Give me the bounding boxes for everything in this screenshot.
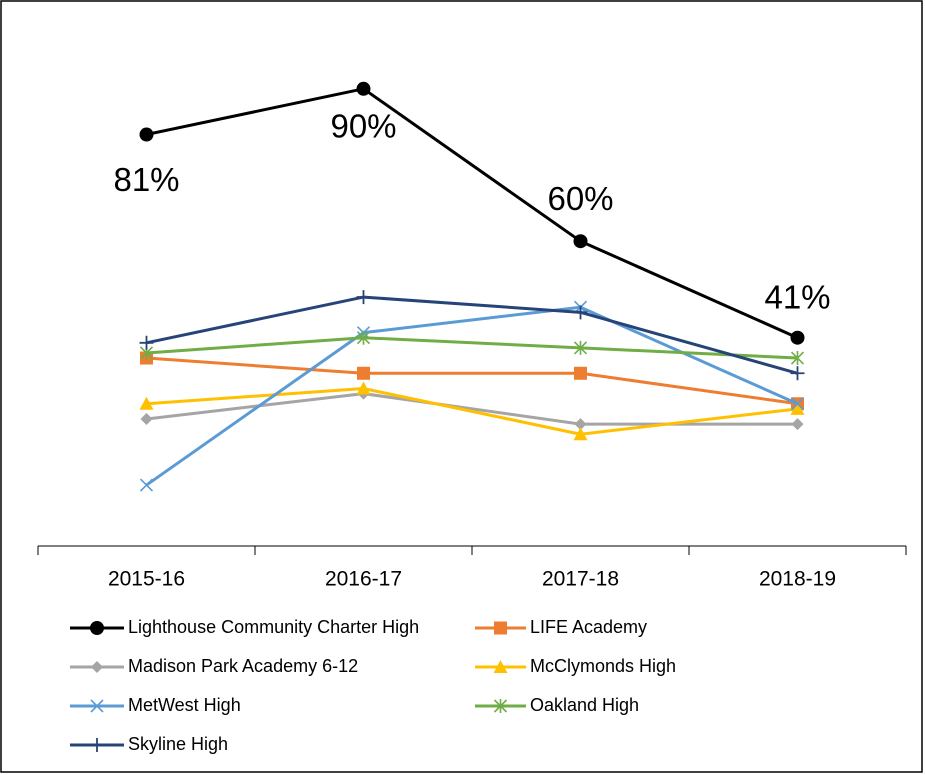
data-point — [356, 381, 371, 395]
data-point — [574, 418, 587, 431]
data-point — [790, 330, 805, 345]
data-label: 60% — [547, 180, 613, 217]
data-point — [139, 478, 154, 492]
data-point — [791, 418, 804, 431]
legend-marker — [91, 661, 103, 673]
data-point — [139, 127, 154, 142]
data-point — [574, 366, 587, 380]
data-point — [139, 335, 154, 350]
legend-item: MetWest High — [70, 695, 241, 715]
data-point — [356, 81, 371, 96]
data-point — [356, 330, 371, 345]
legend-label: McClymonds High — [530, 656, 676, 676]
data-point — [573, 305, 588, 320]
series-line — [145, 305, 799, 487]
data-point — [356, 290, 371, 305]
legend-item: Oakland High — [475, 695, 639, 715]
legend-label: Madison Park Academy 6-12 — [128, 656, 358, 676]
data-point — [573, 340, 588, 355]
legend-marker — [494, 621, 507, 635]
legend-marker — [90, 738, 104, 752]
data-point — [790, 397, 805, 411]
data-point — [790, 401, 805, 415]
series-line — [146, 356, 798, 406]
data-label: 81% — [113, 161, 179, 198]
x-tick-label: 2016-17 — [325, 568, 402, 591]
data-point — [573, 427, 588, 441]
legend-marker — [493, 660, 508, 673]
data-point — [140, 413, 153, 425]
legend-label: LIFE Academy — [530, 617, 647, 637]
legend-item: McClymonds High — [475, 656, 676, 676]
data-point — [139, 396, 154, 410]
x-tick-label: 2015-16 — [108, 568, 185, 591]
data-label: 41% — [764, 278, 830, 315]
legend-item: LIFE Academy — [475, 617, 647, 637]
data-label: 90% — [330, 108, 396, 145]
data-point — [573, 234, 588, 249]
x-tick-label: 2017-18 — [542, 568, 619, 591]
legend-marker — [493, 699, 508, 713]
legend-item: Lighthouse Community Charter High — [70, 617, 419, 637]
data-point — [790, 366, 805, 381]
legend-item: Madison Park Academy 6-12 — [70, 656, 358, 676]
x-tick-label: 2018-19 — [759, 568, 836, 591]
legend-item: Skyline High — [70, 734, 228, 754]
legend-marker — [90, 621, 104, 635]
legend-label: Skyline High — [128, 734, 228, 754]
series-line — [146, 295, 798, 375]
legend-marker — [90, 699, 104, 713]
series-line — [146, 336, 798, 360]
legend-label: MetWest High — [128, 695, 241, 715]
series-line — [146, 392, 798, 426]
data-point — [790, 351, 805, 366]
series-line — [146, 87, 799, 340]
series-line — [146, 387, 798, 436]
legend-label: Lighthouse Community Charter High — [128, 617, 419, 637]
legend-label: Oakland High — [530, 695, 639, 715]
data-point — [357, 366, 370, 380]
